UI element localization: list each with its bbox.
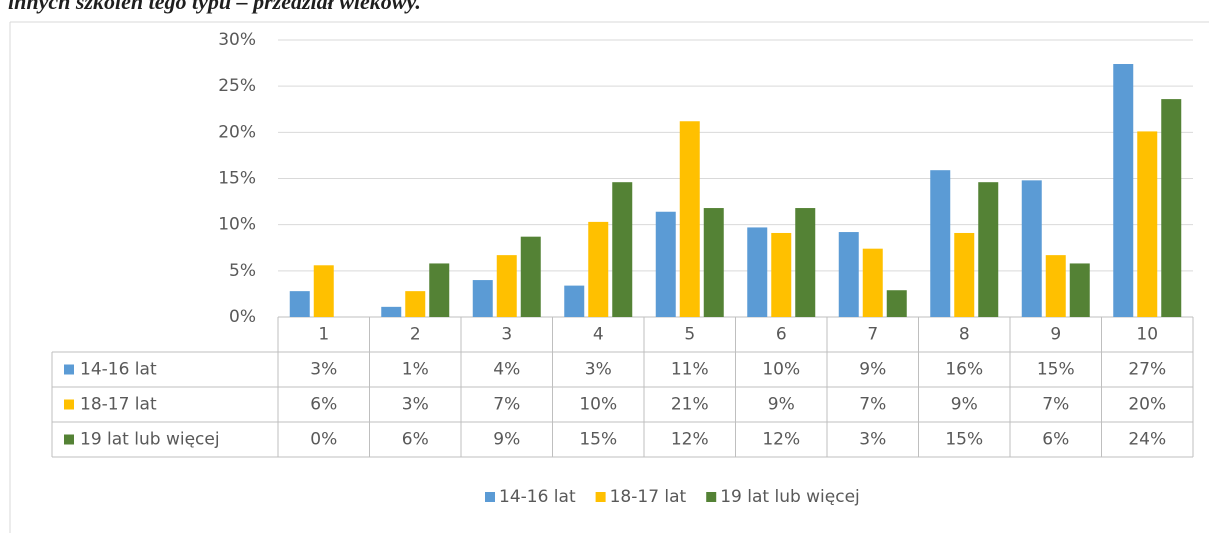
x-tick-label: 10 (1136, 325, 1158, 345)
x-tick-label: 4 (593, 325, 604, 345)
bar (520, 236, 541, 317)
bar (703, 208, 724, 317)
table-value: 20% (1128, 395, 1166, 415)
table-value: 16% (945, 360, 983, 380)
table-value: 15% (1037, 360, 1075, 380)
table-value: 24% (1128, 430, 1166, 450)
legend-label: 19 lat lub więcej (720, 487, 860, 507)
legend-key (706, 492, 717, 502)
table-value: 3% (310, 360, 337, 380)
bar (496, 255, 517, 317)
bar (1021, 180, 1042, 317)
legend-key (485, 492, 495, 502)
bar (1161, 99, 1182, 318)
table-value: 6% (310, 395, 337, 415)
x-tick-label: 5 (684, 325, 695, 345)
table-value: 27% (1128, 360, 1166, 380)
bar (289, 291, 310, 317)
bar (1045, 255, 1066, 317)
y-tick-label: 10% (218, 215, 256, 235)
table-legend-key (64, 399, 74, 410)
bar (838, 232, 859, 317)
y-tick-label: 20% (218, 122, 256, 142)
bar (612, 182, 633, 317)
bar (747, 227, 768, 317)
bar (1137, 131, 1158, 317)
bar (679, 121, 700, 318)
legend-label: 14-16 lat (499, 487, 576, 507)
bar (795, 208, 816, 317)
bar (564, 285, 585, 317)
table-value: 7% (1042, 395, 1069, 415)
bar (978, 182, 999, 317)
x-tick-label: 8 (959, 325, 970, 345)
table-value: 6% (402, 430, 429, 450)
bar (313, 265, 334, 317)
table-value: 9% (859, 360, 886, 380)
table-value: 10% (579, 395, 617, 415)
x-tick-label: 7 (867, 325, 878, 345)
table-value: 15% (945, 430, 983, 450)
y-tick-label: 30% (218, 30, 256, 50)
x-tick-label: 6 (776, 325, 787, 345)
bar (405, 291, 426, 317)
table-value: 9% (951, 395, 978, 415)
y-tick-label: 15% (218, 169, 256, 189)
bar (588, 221, 609, 317)
table-series-name: 19 lat lub więcej (80, 430, 220, 450)
bar (655, 211, 676, 317)
table-value: 0% (310, 430, 337, 450)
x-tick-label: 1 (318, 325, 329, 345)
x-tick-label: 3 (501, 325, 512, 345)
chart-title: innych szkoleń tego typu – przedział wie… (8, 0, 421, 14)
table-value: 21% (671, 395, 709, 415)
table-value: 9% (768, 395, 795, 415)
table-series-name: 18-17 lat (80, 395, 157, 415)
table-value: 7% (859, 395, 886, 415)
table-value: 11% (671, 360, 709, 380)
table-value: 7% (493, 395, 520, 415)
table-value: 1% (402, 360, 429, 380)
legend-label: 18-17 lat (610, 487, 687, 507)
bar (381, 306, 402, 317)
table-value: 12% (762, 430, 800, 450)
table-value: 4% (493, 360, 520, 380)
x-tick-label: 2 (410, 325, 421, 345)
x-tick-label: 9 (1050, 325, 1061, 345)
y-tick-label: 0% (229, 307, 256, 327)
legend-key (595, 492, 606, 502)
y-tick-label: 25% (218, 76, 256, 96)
bar (1069, 263, 1090, 317)
bar (862, 248, 883, 317)
table-value: 9% (493, 430, 520, 450)
table-value: 15% (579, 430, 617, 450)
table-value: 3% (402, 395, 429, 415)
bar (429, 263, 450, 317)
table-value: 6% (1042, 430, 1069, 450)
table-value: 12% (671, 430, 709, 450)
table-value: 3% (859, 430, 886, 450)
table-value: 3% (585, 360, 612, 380)
y-tick-label: 5% (229, 261, 256, 281)
table-legend-key (64, 434, 74, 445)
bar (472, 280, 493, 317)
bar (954, 232, 975, 317)
table-legend-key (64, 364, 74, 375)
bar (771, 232, 792, 317)
bar (930, 170, 951, 317)
table-value: 10% (762, 360, 800, 380)
bar (886, 290, 907, 317)
bar (1113, 64, 1134, 317)
table-series-name: 14-16 lat (80, 360, 157, 380)
